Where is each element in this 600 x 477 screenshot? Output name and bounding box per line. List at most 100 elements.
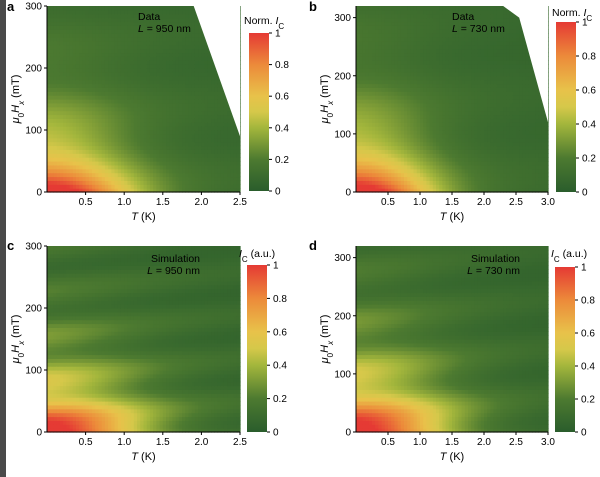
- heatmap-cell: [442, 52, 447, 57]
- heatmap-cell: [133, 83, 138, 88]
- heatmap-cell: [204, 157, 209, 162]
- heatmap-cell: [182, 60, 186, 65]
- heatmap-cell: [461, 99, 466, 104]
- heatmap-cell: [182, 114, 186, 119]
- heatmap-cell: [143, 48, 148, 54]
- heatmap-cell: [404, 9, 408, 15]
- heatmap-cell: [162, 164, 167, 170]
- heatmap-cell: [63, 56, 67, 61]
- heatmap-cell: [101, 168, 106, 174]
- heatmap-cell: [464, 102, 469, 108]
- heatmap-cell: [452, 153, 456, 158]
- heatmap-cell: [50, 48, 55, 54]
- heatmap-cell: [191, 188, 196, 193]
- heatmap-cell: [140, 29, 145, 34]
- heatmap-cell: [420, 79, 424, 85]
- heatmap-cell: [420, 161, 424, 166]
- heatmap-cell: [50, 17, 55, 23]
- heatmap-cell: [104, 99, 109, 104]
- heatmap-cell: [188, 161, 193, 166]
- heatmap-cell: [420, 83, 424, 88]
- heatmap-cell: [101, 102, 106, 108]
- heatmap-cell: [484, 25, 488, 30]
- heatmap-cell: [101, 114, 106, 119]
- heatmap-cell: [191, 133, 196, 139]
- heatmap-cell: [169, 176, 174, 181]
- heatmap-cell: [400, 122, 405, 127]
- heatmap-cell: [162, 40, 167, 46]
- heatmap-cell: [98, 106, 103, 112]
- heatmap-cell: [79, 110, 83, 116]
- heatmap-cell: [149, 168, 154, 174]
- heatmap-cell: [484, 6, 488, 11]
- heatmap-cell: [474, 180, 479, 185]
- heatmap-cell: [397, 153, 402, 158]
- heatmap-cell: [172, 56, 177, 61]
- heatmap-cell: [413, 44, 418, 50]
- heatmap-cell: [455, 168, 459, 174]
- heatmap-cell: [420, 180, 424, 185]
- heatmap-cell: [137, 9, 141, 15]
- heatmap-cell: [92, 137, 96, 143]
- heatmap-cell: [133, 176, 138, 181]
- heatmap-cell: [159, 102, 164, 108]
- heatmap-cell: [439, 9, 443, 15]
- heatmap-cell: [47, 29, 51, 34]
- heatmap-cell: [156, 40, 161, 46]
- heatmap-cell: [416, 79, 421, 85]
- heatmap-cell: [194, 118, 199, 123]
- heatmap-cell: [368, 79, 373, 85]
- heatmap-cell: [201, 99, 206, 104]
- heatmap-cell: [487, 172, 491, 178]
- heatmap-cell: [85, 68, 90, 73]
- heatmap-cell: [169, 87, 174, 92]
- heatmap-cell: [207, 75, 212, 81]
- heatmap-cell: [426, 102, 431, 108]
- heatmap-cell: [156, 48, 161, 54]
- heatmap-cell: [162, 184, 167, 189]
- heatmap-cell: [185, 130, 190, 135]
- heatmap-cell: [92, 161, 96, 166]
- heatmap-cell: [153, 133, 157, 139]
- heatmap-cell: [53, 168, 58, 174]
- heatmap-cell: [120, 137, 125, 143]
- heatmap-cell: [149, 126, 154, 131]
- heatmap-cell: [85, 184, 90, 189]
- heatmap-cell: [220, 164, 225, 170]
- heatmap-cell: [391, 126, 395, 131]
- heatmap-cell: [410, 71, 415, 77]
- heatmap-cell: [233, 168, 238, 174]
- heatmap-cell: [490, 157, 495, 162]
- heatmap-cell: [50, 157, 55, 162]
- heatmap-cell: [490, 25, 495, 30]
- heatmap-cell: [50, 118, 55, 123]
- heatmap-cell: [146, 184, 151, 189]
- heatmap-cell: [388, 25, 392, 30]
- heatmap-cell: [130, 25, 135, 30]
- heatmap-cell: [66, 48, 71, 54]
- heatmap-cell: [169, 37, 174, 42]
- heatmap-cell: [464, 133, 469, 139]
- heatmap-cell: [156, 99, 161, 104]
- heatmap-cell: [85, 37, 90, 42]
- heatmap-cell: [130, 110, 135, 116]
- heatmap-cell: [452, 141, 456, 147]
- heatmap-cell: [455, 99, 459, 104]
- heatmap-cell: [416, 68, 421, 73]
- heatmap-cell: [198, 44, 202, 50]
- heatmap-cell: [117, 68, 122, 73]
- heatmap-cell: [429, 126, 434, 131]
- heatmap-cell: [127, 110, 132, 116]
- heatmap-cell: [175, 118, 180, 123]
- heatmap-cell: [50, 149, 55, 154]
- heatmap-cell: [468, 17, 472, 23]
- heatmap-cell: [92, 79, 96, 85]
- heatmap-cell: [98, 176, 103, 181]
- heatmap-cell: [127, 60, 132, 65]
- heatmap-cell: [217, 91, 222, 96]
- heatmap-cell: [407, 164, 411, 170]
- heatmap-cell: [143, 168, 148, 174]
- heatmap-cell: [59, 184, 64, 189]
- heatmap-cell: [101, 68, 106, 73]
- heatmap-cell: [108, 157, 112, 162]
